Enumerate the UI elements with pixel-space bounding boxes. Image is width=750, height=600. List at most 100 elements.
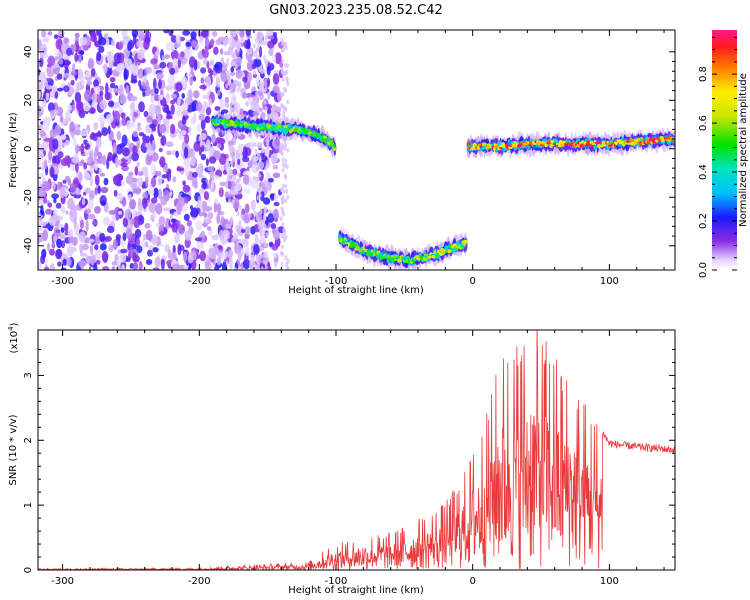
track-cell bbox=[231, 120, 235, 124]
noise-cell bbox=[209, 59, 214, 67]
noise-cell bbox=[285, 164, 289, 170]
noise-cell bbox=[38, 89, 41, 100]
spectrogram-y-axis-label: Frequency (Hz) bbox=[8, 112, 19, 188]
noise-cell bbox=[56, 249, 62, 258]
noise-cell bbox=[153, 187, 159, 199]
noise-cell bbox=[100, 200, 106, 206]
noise-cell bbox=[281, 184, 285, 189]
noise-cell bbox=[220, 251, 227, 260]
noise-cell bbox=[233, 31, 237, 37]
noise-cell bbox=[77, 68, 84, 81]
noise-cell bbox=[89, 174, 93, 187]
noise-cell bbox=[205, 158, 209, 167]
noise-cell bbox=[176, 167, 185, 172]
noise-cell bbox=[42, 229, 48, 242]
track-cell bbox=[597, 144, 601, 149]
noise-cell bbox=[51, 181, 56, 191]
noise-cell bbox=[99, 232, 106, 242]
noise-cell bbox=[90, 31, 97, 43]
noise-cell bbox=[87, 213, 96, 220]
noise-cell bbox=[215, 38, 222, 46]
noise-cell bbox=[257, 172, 261, 178]
noise-cell bbox=[271, 154, 277, 165]
noise-cell bbox=[86, 156, 93, 165]
noise-cell bbox=[226, 57, 230, 67]
noise-cell bbox=[257, 266, 260, 270]
noise-cell bbox=[54, 56, 58, 61]
noise-cell bbox=[171, 218, 177, 223]
noise-cell bbox=[172, 176, 177, 183]
noise-cell bbox=[180, 51, 185, 58]
noise-cell bbox=[74, 32, 80, 39]
track-cell bbox=[228, 123, 232, 127]
noise-cell bbox=[53, 235, 57, 243]
noise-cell bbox=[109, 82, 116, 89]
track-cell bbox=[435, 252, 440, 256]
noise-cell bbox=[65, 210, 69, 215]
noise-cell bbox=[150, 93, 155, 103]
track-cell bbox=[390, 255, 396, 258]
noise-cell bbox=[133, 216, 141, 229]
y-tick-label: -40 bbox=[23, 238, 34, 254]
snr-series-line bbox=[38, 330, 675, 570]
noise-cell bbox=[205, 206, 213, 212]
noise-cell bbox=[272, 172, 281, 179]
noise-cell bbox=[259, 231, 263, 237]
noise-cell bbox=[284, 158, 288, 164]
noise-cell bbox=[245, 101, 249, 107]
noise-cell bbox=[75, 188, 81, 196]
noise-cell bbox=[162, 118, 170, 126]
noise-cell bbox=[169, 67, 176, 75]
noise-cell bbox=[263, 179, 267, 184]
noise-cell bbox=[165, 42, 172, 51]
track-cell bbox=[447, 249, 452, 253]
noise-cell bbox=[71, 157, 80, 164]
noise-cell bbox=[181, 102, 189, 112]
track-cell bbox=[501, 142, 505, 146]
noise-cell bbox=[167, 75, 176, 87]
noise-cell bbox=[130, 101, 136, 111]
noise-cell bbox=[184, 168, 192, 173]
noise-cell bbox=[213, 46, 219, 55]
noise-cell bbox=[281, 77, 285, 82]
snr-panel: -300 -200 -100 0 100 0 1 2 3 Height of straight… bbox=[7, 322, 676, 596]
noise-cell bbox=[59, 186, 66, 198]
noise-cell bbox=[229, 264, 233, 270]
track-cell bbox=[235, 120, 240, 124]
noise-cell bbox=[177, 243, 182, 256]
noise-cell bbox=[118, 42, 124, 50]
noise-cell bbox=[53, 34, 59, 39]
noise-cell bbox=[148, 201, 156, 213]
noise-cell bbox=[238, 144, 244, 154]
noise-cell bbox=[168, 30, 174, 37]
noise-region bbox=[38, 30, 290, 270]
noise-cell bbox=[150, 58, 158, 65]
noise-cell bbox=[177, 57, 182, 69]
noise-cell bbox=[228, 224, 232, 229]
y-tick-label: 0 bbox=[23, 146, 34, 152]
noise-cell bbox=[252, 43, 256, 49]
noise-cell bbox=[253, 142, 257, 147]
noise-cell bbox=[268, 47, 274, 57]
x-tick-label: -100 bbox=[325, 276, 348, 287]
noise-cell bbox=[238, 183, 241, 189]
track-cell bbox=[550, 140, 555, 144]
y-tick-label: 0 bbox=[23, 567, 34, 573]
noise-cell bbox=[101, 127, 109, 136]
noise-cell bbox=[121, 264, 125, 270]
noise-cell bbox=[129, 96, 137, 101]
noise-cell bbox=[48, 150, 53, 161]
x-tick-label: 0 bbox=[470, 276, 476, 287]
snr-multiplier-exponent: 4 bbox=[7, 326, 15, 331]
noise-cell bbox=[245, 40, 251, 50]
noise-cell bbox=[207, 212, 214, 220]
noise-cell bbox=[98, 37, 107, 46]
noise-cell bbox=[284, 183, 287, 189]
noise-cell bbox=[266, 141, 270, 147]
noise-cell bbox=[138, 80, 142, 88]
noise-cell bbox=[116, 130, 122, 141]
noise-cell bbox=[152, 247, 159, 253]
noise-cell bbox=[47, 242, 50, 252]
noise-cell bbox=[286, 81, 290, 87]
noise-cell bbox=[266, 77, 271, 88]
